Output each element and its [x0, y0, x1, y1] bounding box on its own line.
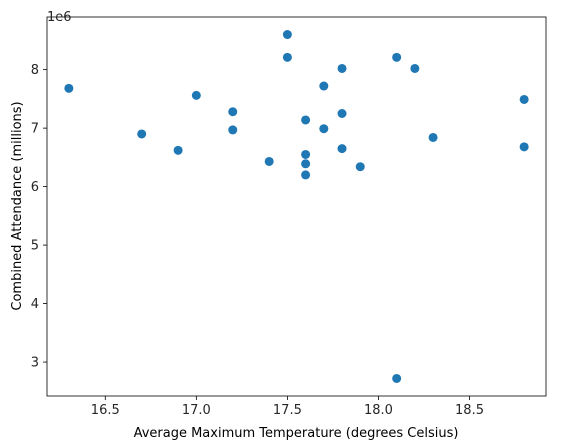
x-tick-label: 16.5: [91, 403, 120, 418]
scatter-point: [319, 81, 329, 91]
scatter-point: [392, 373, 402, 383]
scatter-point: [301, 115, 311, 125]
scatter-point: [301, 159, 311, 169]
scatter-point: [519, 94, 529, 104]
scatter-point: [191, 90, 201, 100]
x-tick-label: 17.5: [273, 403, 302, 418]
y-offset-label: 1e6: [47, 10, 72, 25]
scatter-point: [337, 144, 347, 154]
scatter-point: [228, 107, 238, 117]
x-axis-label: Average Maximum Temperature (degrees Cel…: [134, 426, 459, 441]
y-tick-label: 6: [31, 180, 39, 195]
scatter-point: [519, 142, 529, 152]
scatter-point: [428, 132, 438, 142]
y-tick-label: 3: [31, 356, 39, 371]
scatter-point: [228, 125, 238, 135]
y-axis: 3 4 5 6 7 8: [31, 63, 47, 371]
scatter-point: [337, 63, 347, 73]
x-axis: 16.5 17.0 17.5 18.0 18.5: [91, 396, 484, 418]
scatter-point: [137, 129, 147, 139]
y-tick-label: 8: [31, 63, 39, 78]
scatter-point: [282, 30, 292, 40]
x-tick-label: 18.0: [364, 403, 393, 418]
y-tick-label: 7: [31, 122, 39, 137]
scatter-points: [64, 30, 529, 383]
plot-area: [46, 16, 547, 397]
y-tick-label: 5: [31, 239, 39, 254]
scatter-point: [410, 63, 420, 73]
scatter-point: [264, 156, 274, 166]
scatter-point: [392, 52, 402, 62]
scatter-point: [319, 124, 329, 134]
y-axis-label: Combined Attendance (millions): [10, 101, 25, 310]
scatter-point: [355, 162, 365, 172]
scatter-point: [64, 83, 74, 93]
scatter-point: [282, 52, 292, 62]
x-tick-label: 18.5: [455, 403, 484, 418]
x-tick-label: 17.0: [182, 403, 211, 418]
scatter-point: [301, 170, 311, 180]
scatter-point: [173, 145, 183, 155]
scatter-point: [301, 149, 311, 159]
y-tick-label: 4: [31, 297, 39, 312]
scatter-point: [337, 109, 347, 119]
